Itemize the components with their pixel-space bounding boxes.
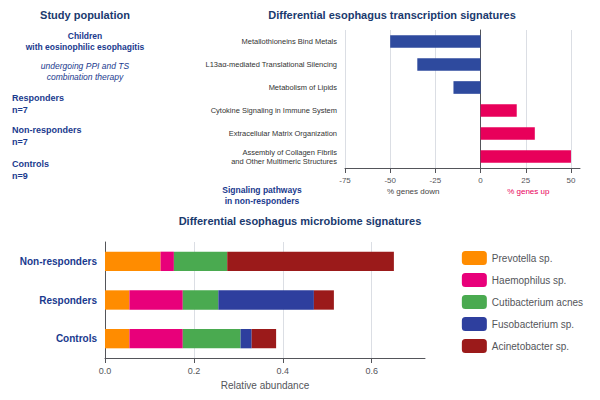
- svg-text:0.4: 0.4: [277, 366, 290, 376]
- svg-text:undergoing PPI and TS: undergoing PPI and TS: [41, 61, 130, 71]
- svg-text:0.2: 0.2: [188, 366, 201, 376]
- svg-text:n=7: n=7: [12, 105, 28, 115]
- svg-text:Prevotella sp.: Prevotella sp.: [492, 253, 553, 264]
- svg-text:Acinetobacter sp.: Acinetobacter sp.: [492, 341, 569, 352]
- svg-text:n=7: n=7: [12, 137, 28, 147]
- svg-text:and Other Multimeric Structure: and Other Multimeric Structures: [231, 157, 337, 166]
- svg-text:% genes up: % genes up: [507, 187, 550, 196]
- svg-text:Signaling pathways: Signaling pathways: [222, 185, 302, 195]
- svg-text:Metallothioneins Bind Metals: Metallothioneins Bind Metals: [242, 37, 338, 46]
- svg-text:Differential esophagus transcr: Differential esophagus transcription sig…: [268, 9, 516, 21]
- svg-text:Metabolism of Lipids: Metabolism of Lipids: [269, 83, 338, 92]
- svg-text:Relative abundance: Relative abundance: [221, 380, 310, 391]
- svg-text:Non-responders: Non-responders: [12, 125, 82, 135]
- svg-text:-25: -25: [430, 176, 442, 185]
- svg-text:0: 0: [478, 176, 483, 185]
- svg-text:-50: -50: [384, 176, 396, 185]
- svg-text:25: 25: [521, 176, 530, 185]
- svg-text:Differential esophagus microbi: Differential esophagus microbiome signat…: [179, 215, 422, 227]
- svg-text:-75: -75: [339, 176, 351, 185]
- svg-text:Cytokine Signaling in Immune S: Cytokine Signaling in Immune System: [211, 106, 337, 115]
- svg-text:Responders: Responders: [12, 93, 64, 103]
- svg-text:n=9: n=9: [12, 171, 28, 181]
- svg-text:% genes down: % genes down: [387, 187, 439, 196]
- svg-text:Controls: Controls: [12, 159, 49, 169]
- svg-text:Assembly of Collagen Fibrils: Assembly of Collagen Fibrils: [242, 148, 337, 157]
- svg-text:with eosinophilic esophagitis: with eosinophilic esophagitis: [25, 42, 145, 52]
- svg-text:in non-responders: in non-responders: [225, 196, 300, 206]
- svg-text:Controls: Controls: [56, 333, 98, 344]
- svg-text:combination therapy: combination therapy: [47, 72, 124, 82]
- svg-text:Haemophilus sp.: Haemophilus sp.: [492, 275, 566, 286]
- svg-text:L13aα-mediated Translational S: L13aα-mediated Translational Silencing: [206, 60, 338, 69]
- svg-text:Cutibacterium acnes: Cutibacterium acnes: [492, 297, 583, 308]
- svg-text:Extracellular Matrix Organizat: Extracellular Matrix Organization: [229, 129, 337, 138]
- svg-text:Responders: Responders: [39, 295, 97, 306]
- svg-text:Children: Children: [68, 31, 102, 41]
- svg-text:Study population: Study population: [40, 9, 130, 21]
- svg-text:Non-responders: Non-responders: [20, 256, 98, 267]
- svg-text:0.0: 0.0: [99, 366, 112, 376]
- svg-text:Fusobacterium sp.: Fusobacterium sp.: [492, 319, 574, 330]
- svg-text:50: 50: [567, 176, 576, 185]
- svg-text:0.6: 0.6: [365, 366, 378, 376]
